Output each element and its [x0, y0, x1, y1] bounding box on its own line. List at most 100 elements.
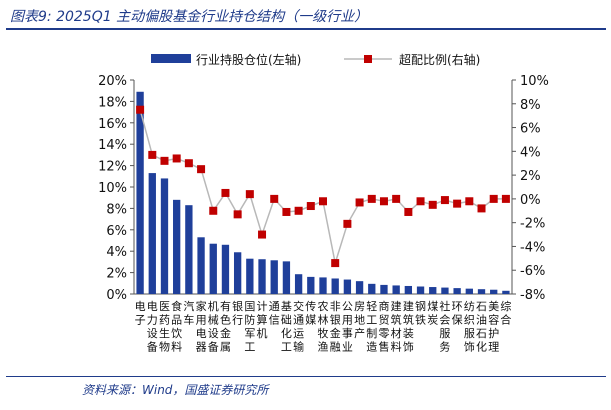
- bar: [502, 290, 510, 294]
- bar-series: [136, 91, 510, 295]
- category-label: 医药生物: [159, 300, 170, 354]
- right-tick-label: -6%: [520, 264, 545, 279]
- line-marker: [270, 194, 279, 203]
- line-marker: [209, 206, 218, 215]
- bar: [368, 283, 376, 294]
- category-label: 食品饮料: [171, 299, 182, 354]
- bar: [233, 252, 242, 294]
- bar: [136, 91, 144, 295]
- bar: [282, 261, 291, 294]
- right-tick-label: -2%: [520, 217, 545, 232]
- bar: [490, 289, 498, 294]
- bar: [416, 286, 425, 294]
- line-marker: [367, 194, 376, 203]
- bar: [380, 284, 388, 294]
- category-label: 房地产: [354, 300, 365, 340]
- left-tick-label: 8%: [106, 202, 127, 217]
- category-label: 综合: [500, 299, 511, 327]
- line-marker: [136, 105, 145, 114]
- right-tick-label: -4%: [520, 240, 545, 255]
- bar: [173, 199, 181, 294]
- right-tick-label: -8%: [520, 288, 545, 303]
- line-marker: [148, 150, 157, 159]
- category-label: 交通运输: [293, 299, 304, 354]
- bar: [392, 285, 400, 294]
- category-label: 电子: [135, 300, 146, 327]
- category-label: 计算机: [257, 300, 268, 340]
- category-label: 农林牧渔: [318, 299, 329, 354]
- line-marker: [221, 188, 230, 197]
- legend-bar-swatch: [151, 54, 191, 63]
- bar: [307, 276, 315, 294]
- legend-marker-swatch: [364, 55, 372, 63]
- chart: 行业持股仓位(左轴) 超配比例(右轴) 0% 2% 4% 6% 8% 10% 12% 14% 16…: [98, 52, 549, 354]
- left-tick-label: 0%: [106, 288, 127, 303]
- category-label: 公用事业: [342, 300, 353, 354]
- bar: [270, 260, 278, 294]
- overweight-line: [139, 109, 506, 264]
- category-label: 银行: [232, 299, 243, 327]
- line-marker: [160, 156, 169, 165]
- line-marker: [233, 210, 242, 219]
- line-marker: [258, 230, 267, 239]
- category-label: 纺织服饰: [464, 299, 475, 354]
- line-marker: [294, 206, 303, 215]
- category-label: 轻工制造: [366, 299, 377, 354]
- category-label: 建筑装饰: [403, 299, 414, 354]
- line-marker: [489, 194, 498, 203]
- figure-title: 图表9: 2025Q1 主动偏股基金行业持仓结构（一级行业）: [10, 9, 369, 25]
- line-marker: [501, 194, 510, 203]
- legend-bar-label: 行业持股仓位(左轴): [196, 52, 301, 67]
- category-label: 国防军工: [244, 300, 255, 354]
- category-label: 机械设备: [208, 299, 219, 354]
- left-tick-label: 10%: [98, 181, 127, 196]
- bar: [221, 244, 230, 294]
- category-label: 石油石化: [476, 300, 487, 354]
- left-tick-label: 2%: [106, 267, 127, 282]
- line-marker: [343, 219, 352, 228]
- category-label: 基础化工: [281, 300, 292, 354]
- right-tick-label: 10%: [520, 74, 549, 89]
- line-marker: [331, 259, 340, 268]
- bar: [185, 205, 193, 294]
- left-tick-label: 18%: [98, 95, 127, 110]
- bar: [148, 173, 156, 294]
- figure-source: 资料来源：Wind，国盛证券研究所: [82, 383, 269, 397]
- category-label: 社会服务: [439, 299, 450, 354]
- bar: [319, 277, 327, 294]
- legend-line-label: 超配比例(右轴): [399, 52, 480, 67]
- bar: [465, 288, 473, 294]
- line-marker: [428, 200, 437, 209]
- line-marker: [197, 165, 206, 174]
- bar: [294, 274, 303, 294]
- left-tick-label: 12%: [98, 160, 127, 175]
- right-tick-label: 0%: [520, 193, 541, 208]
- right-tick-label: 2%: [520, 169, 541, 184]
- bar: [453, 288, 461, 294]
- category-label: 非银金融: [330, 300, 341, 354]
- bar: [404, 285, 413, 294]
- category-label: 建筑材料: [391, 299, 402, 354]
- bar: [197, 237, 205, 294]
- category-label: 传媒: [305, 300, 316, 327]
- right-tick-label: 8%: [520, 98, 541, 113]
- category-label: 美容护理: [488, 300, 499, 354]
- line-marker: [440, 196, 449, 205]
- line-marker: [416, 197, 425, 206]
- left-tick-label: 20%: [98, 74, 127, 89]
- line-marker: [465, 197, 474, 206]
- category-label: 商贸零售: [378, 299, 389, 354]
- line-marker: [172, 154, 181, 163]
- left-tick-label: 6%: [106, 224, 127, 239]
- title-rule: [6, 28, 606, 30]
- category-label: 电力设备: [147, 300, 158, 354]
- bar: [441, 287, 449, 294]
- bar: [355, 281, 364, 294]
- line-marker: [245, 190, 254, 199]
- line-marker: [355, 198, 364, 207]
- bar: [209, 243, 217, 294]
- axes: 0% 2% 4% 6% 8% 10% 12% 14% 16% 18% 20% -8% -6% -4% -2%…: [98, 74, 549, 303]
- line-marker: [379, 197, 388, 206]
- right-tick-label: 4%: [520, 145, 541, 160]
- category-label: 家用电器: [196, 299, 207, 354]
